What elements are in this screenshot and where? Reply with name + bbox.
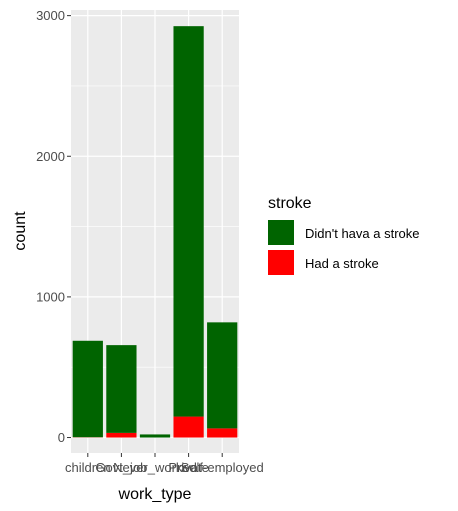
y-axis-title: count — [12, 211, 29, 251]
bar-self-employed-had-a-stroke — [207, 428, 238, 438]
bars-group — [72, 26, 238, 438]
y-tick-label: 0 — [58, 430, 65, 445]
legend-key-no-stroke — [268, 220, 294, 245]
bar-self-employed-didn-t-hava-a-stroke — [207, 322, 238, 429]
legend-label-stroke: Had a stroke — [305, 256, 379, 271]
legend-key-stroke — [268, 250, 294, 275]
y-axis: 0 1000 2000 3000 — [36, 8, 71, 445]
x-axis: childrenGovt_jobNever_workedPrivateSelf-… — [65, 453, 264, 475]
bar-private-had-a-stroke — [173, 416, 204, 438]
x-tick-label-govt-job: Govt_job — [95, 460, 147, 475]
bar-govt-job-didn-t-hava-a-stroke — [106, 345, 137, 433]
y-tick-label: 2000 — [36, 149, 65, 164]
legend-title: stroke — [268, 195, 312, 212]
bar-children-didn-t-hava-a-stroke — [72, 340, 103, 438]
bar-private-didn-t-hava-a-stroke — [173, 26, 204, 417]
x-tick-label-never-worked: Never_worked — [113, 460, 197, 475]
bar-govt-job-had-a-stroke — [106, 432, 137, 438]
x-axis-title: work_type — [118, 486, 192, 503]
legend-label-no-stroke: Didn't hava a stroke — [305, 226, 420, 241]
x-tick-label-private: Private — [168, 460, 208, 475]
y-tick-label: 1000 — [36, 289, 65, 304]
legend: stroke Didn't hava a stroke Had a stroke — [268, 195, 420, 275]
x-tick-label-children: children — [65, 460, 111, 475]
bar-never-worked-didn-t-hava-a-stroke — [139, 434, 171, 438]
x-tick-label-self-employed: Self-employed — [181, 460, 264, 475]
y-tick-label: 3000 — [36, 8, 65, 23]
